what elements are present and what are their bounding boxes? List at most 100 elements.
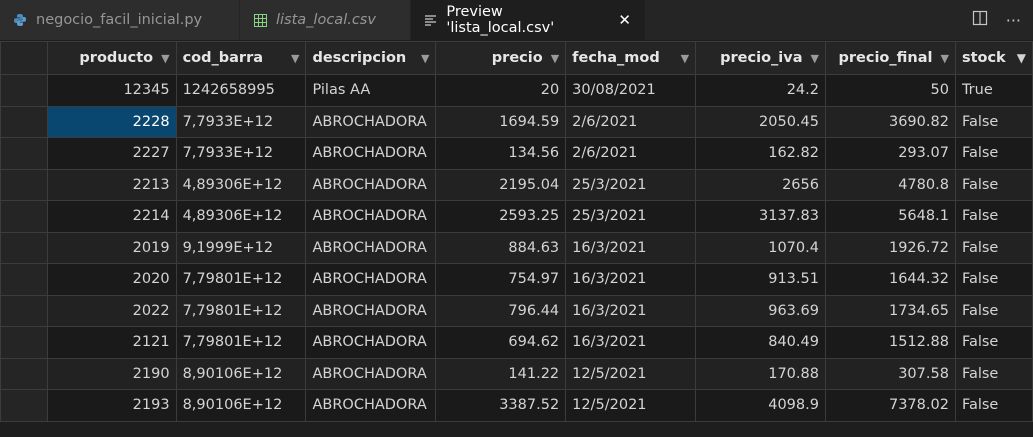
table-cell-precio-iva[interactable]: 1070.4 xyxy=(695,231,826,264)
table-cell-descripcion[interactable]: ABROCHADORA xyxy=(305,294,437,327)
table-cell-precio-final[interactable]: 7378.02 xyxy=(824,389,956,422)
table-cell-cod-barra[interactable]: 7,79801E+12 xyxy=(175,263,307,296)
table-cell-producto[interactable]: 2121 xyxy=(46,326,177,359)
table-cell-precio[interactable]: 754.97 xyxy=(435,263,567,296)
table-cell-stock[interactable]: False xyxy=(954,231,1033,264)
table-cell-precio[interactable]: 2195.04 xyxy=(435,168,567,201)
table-cell-descripcion[interactable]: ABROCHADORA xyxy=(305,389,437,422)
table-cell-precio[interactable]: 3387.52 xyxy=(435,389,567,422)
table-cell-producto[interactable]: 2193 xyxy=(46,389,177,422)
table-cell-producto[interactable]: 2213 xyxy=(46,168,177,201)
row-index-cell[interactable] xyxy=(0,74,48,107)
table-cell-stock[interactable]: False xyxy=(954,200,1033,233)
table-cell-precio-iva[interactable]: 170.88 xyxy=(695,357,826,390)
table-cell-precio-final[interactable]: 5648.1 xyxy=(824,200,956,233)
table-cell-cod-barra[interactable]: 9,1999E+12 xyxy=(175,231,307,264)
table-cell-precio[interactable]: 1694.59 xyxy=(435,105,567,138)
tab-csv-file[interactable]: lista_local.csv xyxy=(240,0,411,40)
table-row[interactable]: 2227 7,7933E+12 ABROCHADORA 134.56 2/6/2021 1… xyxy=(0,137,1033,170)
table-cell-producto[interactable]: 2020 xyxy=(46,263,177,296)
filter-icon[interactable]: ▼ xyxy=(810,51,819,65)
table-cell-fecha-mod[interactable]: 16/3/2021 xyxy=(565,263,697,296)
table-cell-precio[interactable]: 796.44 xyxy=(435,294,567,327)
table-row[interactable]: 2214 4,89306E+12 ABROCHADORA 2593.25 25/3/20… xyxy=(0,200,1033,233)
row-index-cell[interactable] xyxy=(0,326,48,359)
close-icon[interactable]: ✕ xyxy=(618,11,631,29)
table-cell-precio[interactable]: 141.22 xyxy=(435,357,567,390)
table-cell-cod-barra[interactable]: 7,7933E+12 xyxy=(175,137,307,170)
table-cell-cod-barra[interactable]: 1242658995 xyxy=(175,74,307,107)
table-cell-precio-final[interactable]: 3690.82 xyxy=(824,105,956,138)
split-editor-icon[interactable] xyxy=(972,10,988,30)
table-cell-stock[interactable]: True xyxy=(954,74,1033,107)
table-row[interactable]: 2213 4,89306E+12 ABROCHADORA 2195.04 25/3/20… xyxy=(0,168,1033,201)
table-row[interactable]: 2121 7,79801E+12 ABROCHADORA 694.62 16/3/202… xyxy=(0,326,1033,359)
table-cell-precio-iva[interactable]: 2656 xyxy=(695,168,826,201)
table-cell-producto[interactable]: 2019 xyxy=(46,231,177,264)
table-cell-stock[interactable]: False xyxy=(954,105,1033,138)
row-index-cell[interactable] xyxy=(0,389,48,422)
table-cell-fecha-mod[interactable]: 16/3/2021 xyxy=(565,231,697,264)
row-index-cell[interactable] xyxy=(0,294,48,327)
table-cell-producto[interactable]: 2227 xyxy=(46,137,177,170)
table-cell-stock[interactable]: False xyxy=(954,168,1033,201)
table-cell-stock[interactable]: False xyxy=(954,294,1033,327)
table-cell-producto[interactable]: 2214 xyxy=(46,200,177,233)
table-cell-descripcion[interactable]: ABROCHADORA xyxy=(305,357,437,390)
table-cell-precio-final[interactable]: 1644.32 xyxy=(824,263,956,296)
tab-python-file[interactable]: negocio_facil_inicial.py xyxy=(0,0,240,40)
table-cell-precio-final[interactable]: 1512.88 xyxy=(824,326,956,359)
table-cell-cod-barra[interactable]: 7,79801E+12 xyxy=(175,326,307,359)
table-cell-producto[interactable]: 2022 xyxy=(46,294,177,327)
row-index-cell[interactable] xyxy=(0,263,48,296)
table-cell-fecha-mod[interactable]: 2/6/2021 xyxy=(565,137,697,170)
column-header-precio-iva[interactable]: precio_iva ▼ xyxy=(695,41,826,75)
table-cell-fecha-mod[interactable]: 16/3/2021 xyxy=(565,294,697,327)
table-cell-stock[interactable]: False xyxy=(954,137,1033,170)
table-row[interactable]: 2228 7,7933E+12 ABROCHADORA 1694.59 2/6/2021… xyxy=(0,105,1033,138)
table-cell-precio-iva[interactable]: 913.51 xyxy=(695,263,826,296)
table-cell-fecha-mod[interactable]: 25/3/2021 xyxy=(565,200,697,233)
table-cell-descripcion[interactable]: ABROCHADORA xyxy=(305,231,437,264)
table-cell-precio-iva[interactable]: 840.49 xyxy=(695,326,826,359)
table-row[interactable]: 12345 1242658995 Pilas AA 20 30/08/2021 24.2 5… xyxy=(0,74,1033,107)
filter-icon[interactable]: ▼ xyxy=(680,51,690,65)
table-cell-producto[interactable]: 2228 xyxy=(46,105,177,138)
row-index-cell[interactable] xyxy=(0,231,48,264)
table-cell-cod-barra[interactable]: 7,79801E+12 xyxy=(175,294,307,327)
table-cell-precio-iva[interactable]: 3137.83 xyxy=(695,200,826,233)
table-cell-fecha-mod[interactable]: 25/3/2021 xyxy=(565,168,697,201)
table-cell-precio[interactable]: 20 xyxy=(435,74,567,107)
tab-preview[interactable]: Preview 'lista_local.csv' ✕ xyxy=(411,0,646,40)
column-header-cod-barra[interactable]: cod_barra ▼ xyxy=(175,41,307,75)
table-row[interactable]: 2190 8,90106E+12 ABROCHADORA 141.22 12/5/202… xyxy=(0,357,1033,390)
table-cell-descripcion[interactable]: Pilas AA xyxy=(305,74,437,107)
filter-icon[interactable]: ▼ xyxy=(420,51,430,65)
filter-icon[interactable]: ▼ xyxy=(940,51,949,65)
table-cell-precio-iva[interactable]: 4098.9 xyxy=(695,389,826,422)
table-cell-fecha-mod[interactable]: 12/5/2021 xyxy=(565,389,697,422)
table-cell-precio[interactable]: 694.62 xyxy=(435,326,567,359)
column-header-stock[interactable]: stock ▼ xyxy=(954,41,1033,75)
table-cell-fecha-mod[interactable]: 2/6/2021 xyxy=(565,105,697,138)
table-cell-precio[interactable]: 2593.25 xyxy=(435,200,567,233)
table-cell-descripcion[interactable]: ABROCHADORA xyxy=(305,263,437,296)
table-row[interactable]: 2193 8,90106E+12 ABROCHADORA 3387.52 12/5/20… xyxy=(0,389,1033,422)
row-index-cell[interactable] xyxy=(0,357,48,390)
column-header-precio-final[interactable]: precio_final ▼ xyxy=(824,41,956,75)
table-row[interactable]: 2022 7,79801E+12 ABROCHADORA 796.44 16/3/202… xyxy=(0,294,1033,327)
table-cell-fecha-mod[interactable]: 12/5/2021 xyxy=(565,357,697,390)
table-cell-stock[interactable]: False xyxy=(954,357,1033,390)
filter-icon[interactable]: ▼ xyxy=(550,51,560,65)
table-cell-precio-final[interactable]: 307.58 xyxy=(824,357,956,390)
table-cell-precio-final[interactable]: 1734.65 xyxy=(824,294,956,327)
table-cell-producto[interactable]: 12345 xyxy=(46,74,177,107)
table-cell-descripcion[interactable]: ABROCHADORA xyxy=(305,137,437,170)
row-index-cell[interactable] xyxy=(0,168,48,201)
table-cell-precio-iva[interactable]: 162.82 xyxy=(695,137,826,170)
table-cell-fecha-mod[interactable]: 16/3/2021 xyxy=(565,326,697,359)
table-cell-stock[interactable]: False xyxy=(954,326,1033,359)
table-cell-descripcion[interactable]: ABROCHADORA xyxy=(305,168,437,201)
table-cell-cod-barra[interactable]: 8,90106E+12 xyxy=(175,357,307,390)
table-cell-precio[interactable]: 134.56 xyxy=(435,137,567,170)
